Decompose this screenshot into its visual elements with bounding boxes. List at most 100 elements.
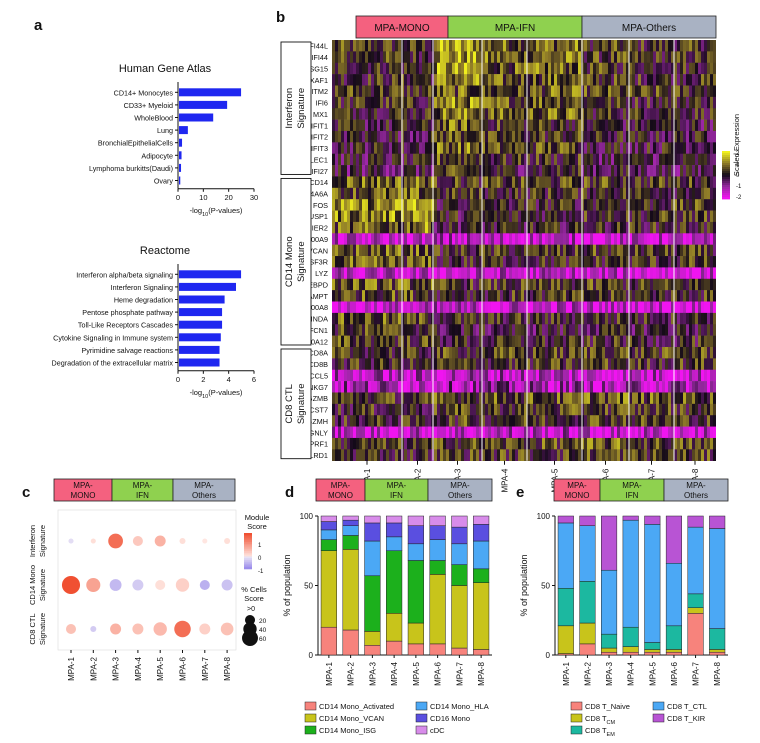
heatmap-cell — [713, 96, 716, 109]
heatmap-cell — [605, 187, 608, 200]
heatmap-cell — [620, 74, 623, 86]
heatmap-cell — [524, 40, 527, 52]
heatmap-cell — [710, 96, 713, 109]
heatmap-cell — [509, 278, 512, 291]
heatmap-cell — [512, 51, 515, 64]
heatmap-cell — [386, 210, 389, 223]
heatmap-cell — [551, 449, 554, 461]
heatmap-cell — [683, 437, 686, 450]
heatmap-cell — [536, 51, 539, 64]
heatmap-cell — [335, 176, 338, 189]
heatmap-cell — [545, 403, 548, 416]
heatmap-cell — [554, 426, 557, 439]
heatmap-cell — [476, 403, 479, 416]
legend-gradient-step — [722, 157, 730, 160]
heatmap-cell — [359, 130, 362, 143]
heatmap-cell — [491, 221, 494, 234]
heatmap-cell — [674, 96, 677, 109]
heatmap-cell — [557, 108, 560, 120]
heatmap-cell — [518, 381, 521, 393]
heatmap-row-vcan — [332, 244, 716, 257]
heatmap-cell — [473, 358, 476, 371]
heatmap-cell — [470, 85, 473, 98]
heatmap-cell — [362, 210, 365, 223]
heatmap-cell — [452, 51, 455, 64]
heatmap-cell — [524, 290, 527, 302]
heatmap-cell — [710, 267, 713, 280]
heatmap-cell — [374, 381, 377, 393]
heatmap-cell — [335, 221, 338, 234]
heatmap-cell — [626, 381, 629, 393]
heatmap-cell — [344, 392, 347, 405]
heatmap-cell — [353, 165, 356, 177]
heatmap-cell — [521, 426, 524, 439]
heatmap-cell — [428, 267, 431, 280]
heatmap-cell — [491, 335, 494, 348]
heatmap-cell — [461, 233, 464, 245]
heatmap-cell — [620, 449, 623, 461]
heatmap-cell — [608, 210, 611, 223]
heatmap-cell — [614, 301, 617, 314]
heatmap-cell — [620, 51, 623, 64]
heatmap-cell — [485, 233, 488, 245]
heatmap-cell — [437, 278, 440, 291]
heatmap-cell — [461, 426, 464, 439]
heatmap-cell — [464, 199, 467, 211]
heatmap-cell — [644, 221, 647, 234]
heatmap-cell — [470, 165, 473, 177]
heatmap-cell — [689, 40, 692, 52]
heatmap-cell — [674, 130, 677, 143]
heatmap-cell — [359, 392, 362, 405]
heatmap-cell — [392, 358, 395, 371]
heatmap-cell — [635, 187, 638, 200]
heatmap-cell — [338, 426, 341, 439]
heatmap-cell — [578, 381, 581, 393]
heatmap-cell — [509, 62, 512, 75]
heatmap-cell — [584, 244, 587, 257]
heatmap-cell — [689, 233, 692, 245]
heatmap-cell — [338, 392, 341, 405]
heatmap-cell — [689, 85, 692, 98]
heatmap-cell — [446, 176, 449, 189]
heatmap-cell — [455, 40, 458, 52]
heatmap-cell — [425, 346, 428, 359]
heatmap-cell — [584, 381, 587, 393]
heatmap-cell — [461, 358, 464, 371]
gene-label: ISG15 — [307, 64, 328, 73]
heatmap-cell — [584, 358, 587, 371]
heatmap-cell — [419, 74, 422, 86]
heatmap-cell — [425, 290, 428, 302]
heatmap-cell — [461, 415, 464, 427]
heatmap-cell — [584, 85, 587, 98]
heatmap-cell — [605, 74, 608, 86]
heatmap-cell — [638, 267, 641, 280]
heatmap-cell — [542, 369, 545, 382]
heatmap-cell — [533, 290, 536, 302]
heatmap-cell — [335, 312, 338, 325]
heatmap-cell — [515, 278, 518, 291]
heatmap-cell — [452, 335, 455, 348]
heatmap-cell — [467, 312, 470, 325]
heatmap-cell — [692, 187, 695, 200]
heatmap-cell — [698, 130, 701, 143]
heatmap-cell — [605, 256, 608, 268]
heatmap-cell — [623, 244, 626, 257]
heatmap-cell — [482, 165, 485, 177]
heatmap-cell — [344, 130, 347, 143]
heatmap-cell — [416, 278, 419, 291]
heatmap-cell — [356, 187, 359, 200]
heatmap-cell — [623, 233, 626, 245]
heatmap-cell — [641, 85, 644, 98]
heatmap-cell — [647, 199, 650, 211]
heatmap-cell — [539, 256, 542, 268]
heatmap-cell — [689, 187, 692, 200]
heatmap-cell — [683, 290, 686, 302]
heatmap-cell — [335, 369, 338, 382]
heatmap-cell — [398, 108, 401, 120]
heatmap-cell — [698, 210, 701, 223]
heatmap-cell — [416, 301, 419, 314]
heatmap-cell — [365, 40, 368, 52]
dot — [155, 579, 166, 591]
heatmap-cell — [530, 233, 533, 245]
heatmap-cell — [395, 426, 398, 439]
